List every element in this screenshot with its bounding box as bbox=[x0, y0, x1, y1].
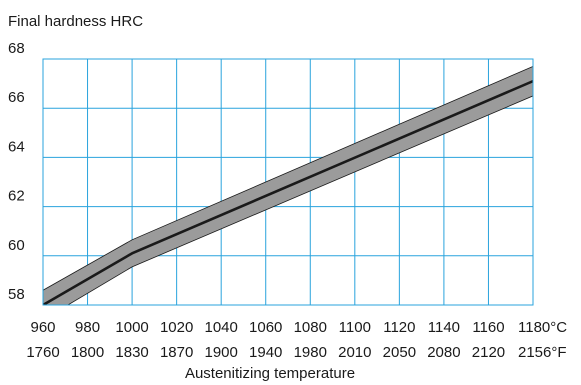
x-tick-label-fahrenheit: 2050 bbox=[383, 344, 416, 361]
x-tick-label-celsius: 980 bbox=[75, 319, 100, 336]
x-tick-label-celsius: 1080 bbox=[294, 319, 327, 336]
x-tick-label-celsius: 1100 bbox=[339, 319, 371, 336]
chart-title: Final hardness HRC bbox=[8, 13, 143, 30]
x-tick-label-celsius: 1000 bbox=[115, 319, 148, 336]
y-tick-label: 58 bbox=[8, 286, 25, 303]
x-tick-label-celsius: 1140 bbox=[428, 319, 460, 336]
y-tick-label: 62 bbox=[8, 188, 25, 205]
x-tick-label-celsius: 1020 bbox=[160, 319, 193, 336]
y-tick-label: 64 bbox=[8, 138, 25, 155]
x-tick-label-fahrenheit: 1830 bbox=[115, 344, 148, 361]
x-tick-label-celsius: 1180°C bbox=[518, 319, 567, 336]
mean-hardness-line bbox=[43, 79, 533, 305]
x-tick-label-celsius: 960 bbox=[30, 319, 55, 336]
x-tick-label-fahrenheit: 1900 bbox=[204, 344, 237, 361]
y-tick-labels: 58 60 62 64 66 68 bbox=[8, 40, 25, 303]
hardness-band bbox=[43, 65, 533, 305]
x-tick-label-celsius: 1160 bbox=[472, 319, 504, 336]
x-tick-label-fahrenheit: 1870 bbox=[160, 344, 193, 361]
y-tick-label: 66 bbox=[8, 89, 25, 106]
x-tick-label-celsius: 1120 bbox=[383, 319, 415, 336]
y-tick-label: 60 bbox=[8, 237, 25, 254]
x-axis-label: Austenitizing temperature bbox=[185, 365, 355, 382]
plot-border bbox=[42, 58, 534, 306]
hardness-line bbox=[43, 79, 533, 305]
x-tick-labels-celsius: 960 980 1000 1020 1040 1060 1080 1100 1120 1140 11… bbox=[30, 319, 567, 336]
x-tick-labels-fahrenheit: 1760 1800 1830 1870 1900 1940 1980 2010 2050 2080… bbox=[26, 344, 566, 361]
x-tick-label-fahrenheit: 1940 bbox=[249, 344, 282, 361]
tolerance-band bbox=[43, 65, 533, 305]
x-tick-label-fahrenheit: 1800 bbox=[71, 344, 104, 361]
plot-frame bbox=[42, 58, 534, 306]
x-tick-label-fahrenheit: 1980 bbox=[294, 344, 327, 361]
x-tick-label-celsius: 1060 bbox=[249, 319, 282, 336]
x-tick-label-fahrenheit: 2010 bbox=[338, 344, 371, 361]
x-tick-label-fahrenheit: 2156°F bbox=[518, 344, 567, 361]
x-tick-label-fahrenheit: 1760 bbox=[26, 344, 59, 361]
x-tick-label-fahrenheit: 2120 bbox=[472, 344, 505, 361]
x-tick-label-celsius: 1040 bbox=[204, 319, 237, 336]
x-tick-label-fahrenheit: 2080 bbox=[427, 344, 460, 361]
y-tick-label: 68 bbox=[8, 40, 25, 57]
